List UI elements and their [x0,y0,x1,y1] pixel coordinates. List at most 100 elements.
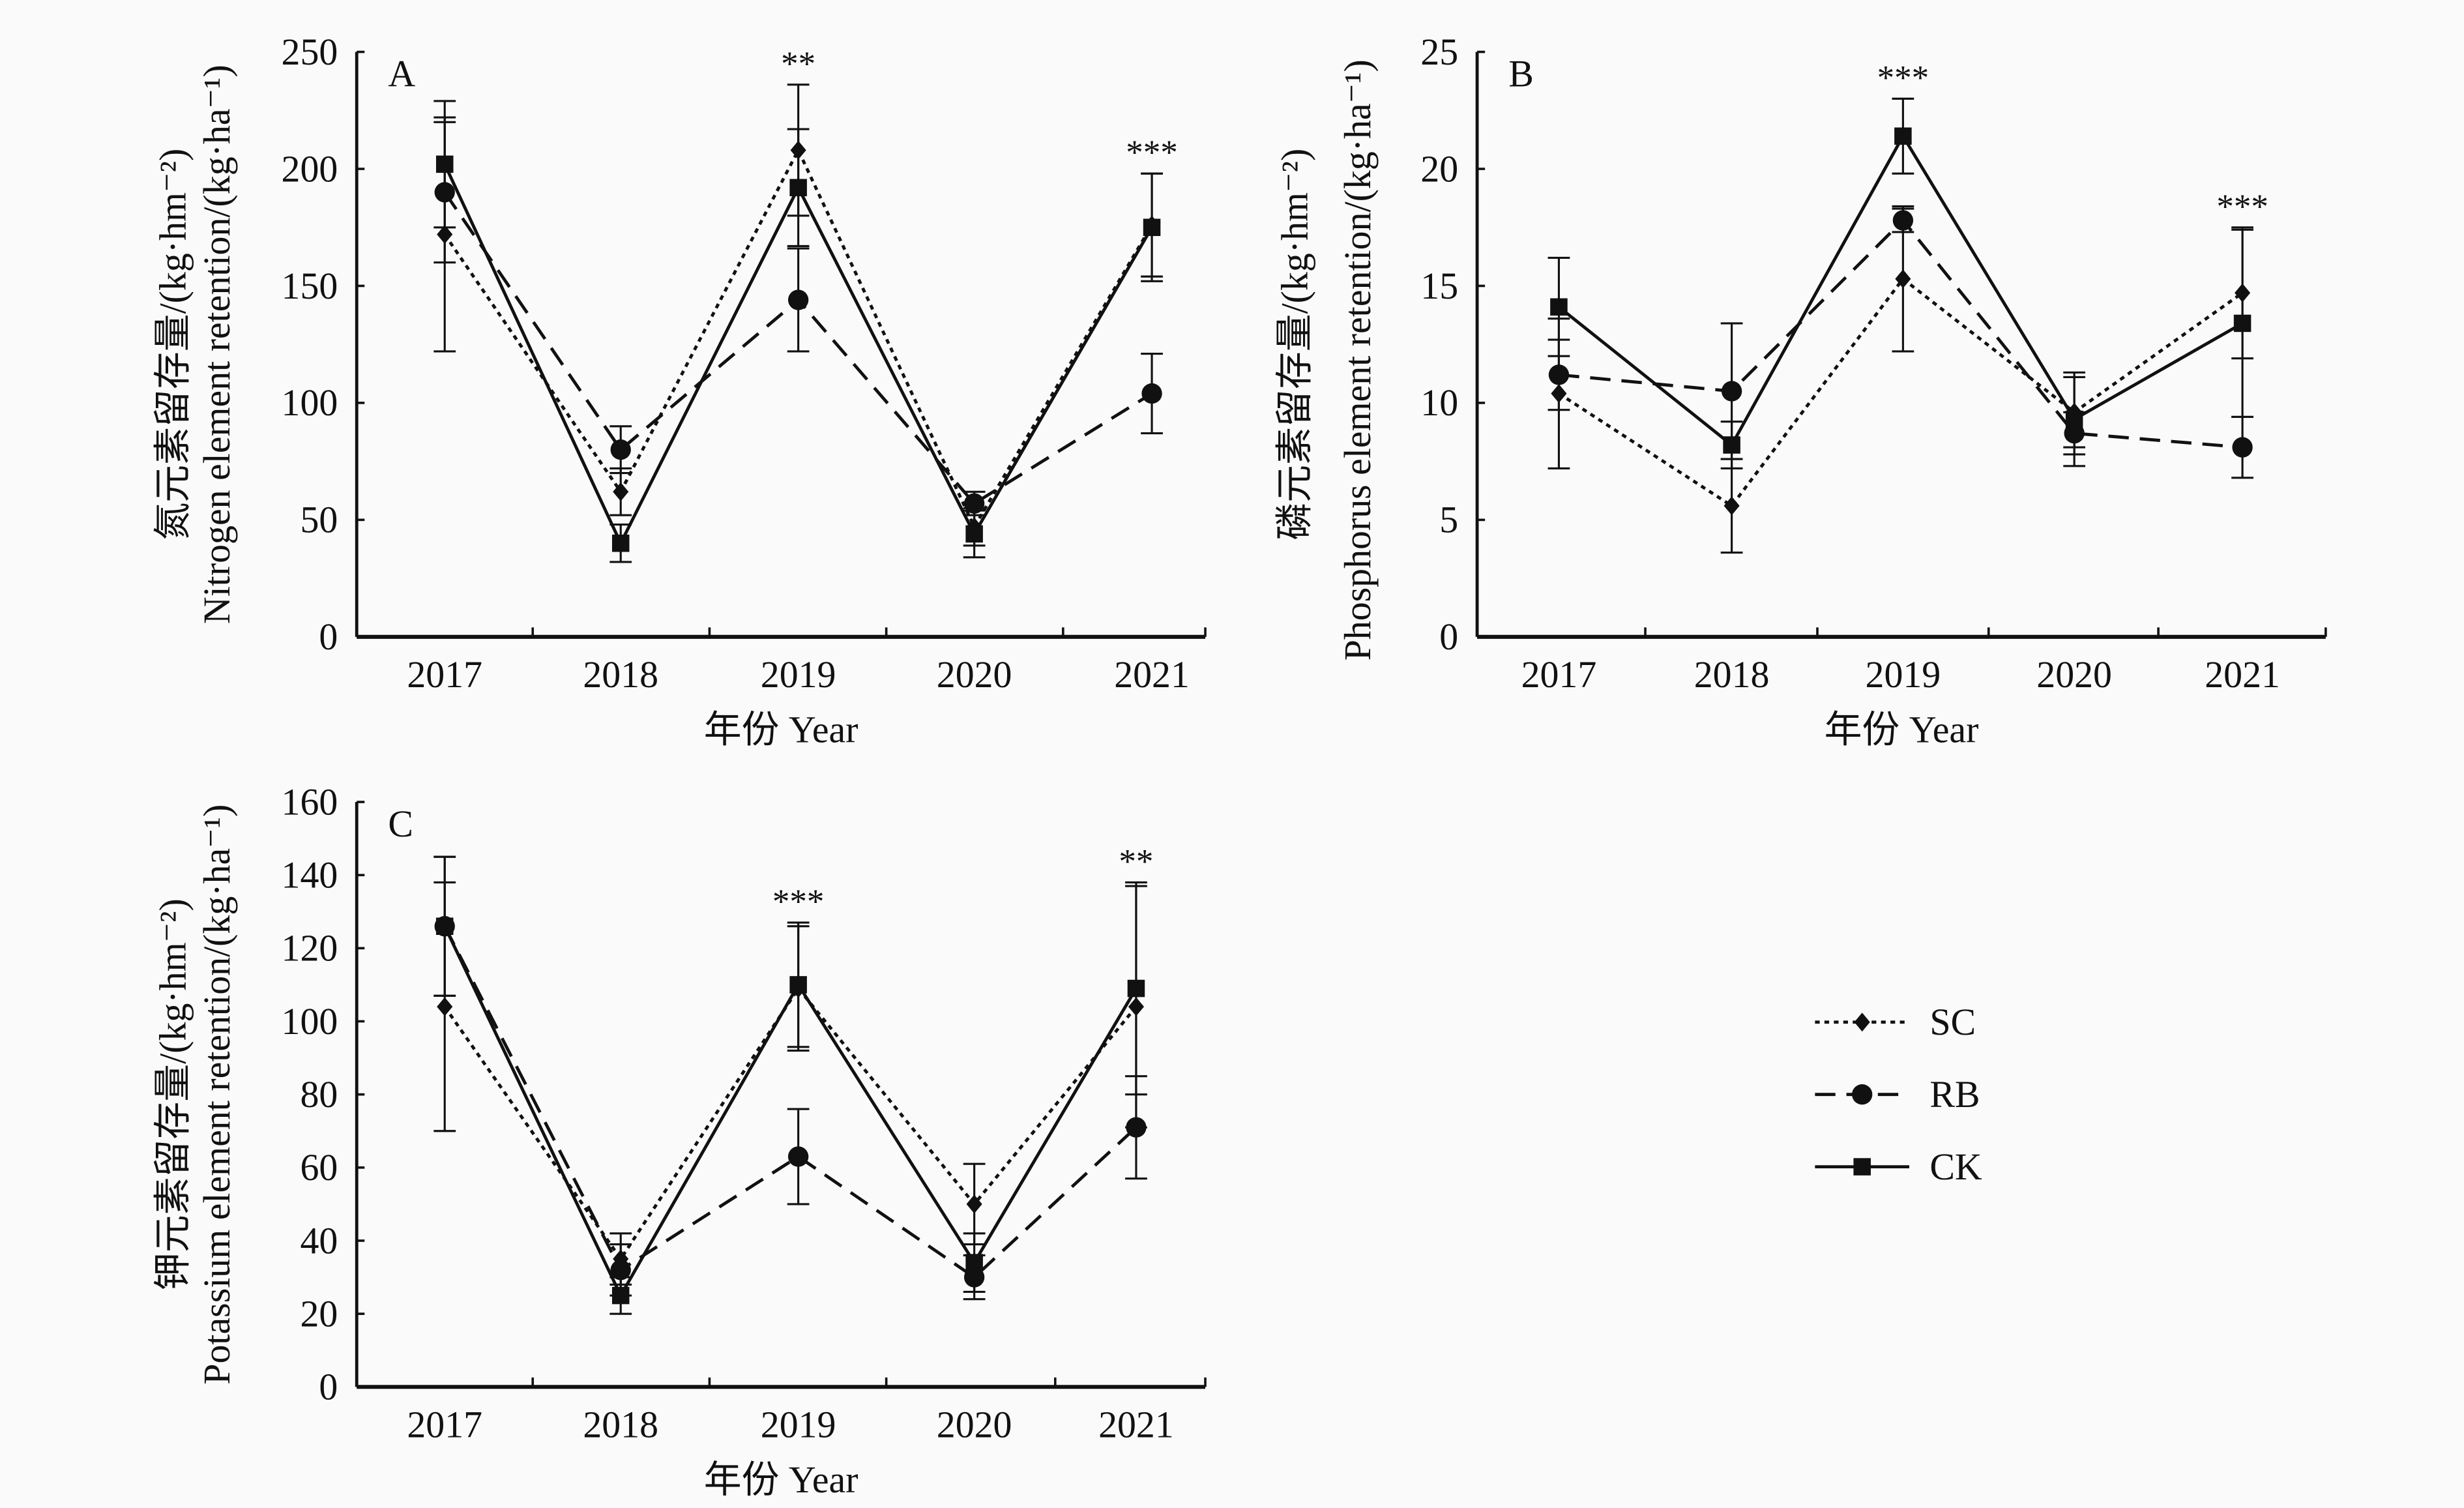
significance-label: ** [1119,843,1153,881]
y-tick-label: 0 [1439,615,1458,658]
y-tick-label: 0 [319,615,338,658]
legend-label: CK [1929,1146,1982,1188]
x-axis-title: 年份 Year [704,1458,858,1501]
diamond-marker-legend [1854,1013,1870,1032]
chart-panel-b: 0 5 10 15 20 25 2017 2018 2019 2020 2021 年份 Year 磷元素… [1274,31,2327,750]
square-marker-ck-2019 [1894,127,1912,145]
circle-marker-rb-2018 [1721,381,1742,402]
y-tick-label: 15 [1420,265,1458,307]
y-tick-label: 100 [282,381,338,424]
x-tick-label: 2017 [407,653,482,696]
circle-marker-rb-2019 [787,289,809,310]
y-tick-label: 20 [1420,147,1458,190]
square-marker-ck-2021 [1127,979,1145,998]
legend-item-sc: SC [1815,1001,1976,1043]
diamond-marker-sc-2017 [437,997,453,1016]
circle-marker-rb-2021 [2232,437,2253,458]
series-rb [1547,207,2253,479]
series-ck [1547,97,2253,469]
y-tick-label: 200 [282,147,338,190]
y-tick-label: 25 [1420,31,1458,73]
y-axis-title-cn: 氮元素留存量/(kg·hm⁻²) [151,149,194,540]
significance-label: *** [772,883,825,921]
x-tick-label: 2020 [937,1403,1012,1445]
series-sc [433,881,1147,1286]
chart-panel-a: 0 50 100 150 200 250 2017 2018 2019 2020 2021 年份 Ye… [151,31,1207,750]
square-marker-ck-2020 [965,1254,983,1271]
y-tick-label: 0 [319,1366,338,1408]
square-marker-ck-2019 [789,976,807,994]
y-axis-title-cn: 钾元素留存量/(kg·hm⁻²) [151,898,194,1290]
y-axis-title-en: Phosphorus element retention/(kg·ha⁻¹) [1336,59,1379,660]
square-marker-ck-2019 [789,179,807,197]
series-line-sc [443,146,1154,531]
circle-marker-rb-2017 [1548,364,1570,385]
y-tick-label: 100 [282,1000,338,1042]
y-tick-label: 40 [300,1219,338,1262]
series-line-sc [443,985,1137,1262]
legend-item-rb: RB [1815,1073,1980,1116]
x-tick-label: 2021 [1098,1403,1174,1445]
square-marker-ck-2017 [435,155,454,173]
square-marker-ck-2017 [1550,298,1568,316]
square-marker-legend [1853,1158,1871,1175]
square-marker-ck-2018 [1723,436,1740,454]
y-tick-label: 50 [300,499,338,541]
x-tick-label: 2019 [761,1403,836,1445]
diamond-marker-sc-2019 [1895,269,1911,289]
y-axis-title-en: Nitrogen element retention/(kg·ha⁻¹) [196,65,238,624]
y-axis-title-cn: 磷元素留存量/(kg·hm⁻²) [1274,149,1316,540]
series-sc [1547,205,2253,554]
square-marker-ck-2020 [2065,410,2083,428]
legend-label: RB [1929,1073,1980,1116]
x-tick-label: 2018 [583,1403,658,1445]
significance-label: *** [2216,188,2268,226]
series-ck [433,100,1163,563]
x-tick-label: 2020 [937,653,1012,696]
series-ck [433,855,1147,1315]
square-marker-ck-2021 [1143,218,1161,237]
square-marker-ck-2018 [611,534,630,552]
y-tick-label: 120 [282,927,338,969]
series-line-rb [443,925,1137,1280]
x-tick-label: 2017 [1521,653,1597,696]
diamond-marker-sc-2018 [1723,496,1740,516]
x-tick-label: 2019 [761,653,836,696]
significance-label: *** [1877,59,1929,97]
circle-marker-rb-2018 [610,439,631,460]
square-marker-ck-2020 [965,525,983,543]
square-marker-ck-2017 [435,917,454,935]
panel-label: C [388,803,413,845]
x-tick-label: 2021 [2205,653,2280,696]
circle-marker-rb-2021 [1126,1117,1147,1138]
legend-item-ck: CK [1815,1146,1982,1188]
circle-marker-rb-2019 [787,1146,809,1167]
y-tick-label: 60 [300,1146,338,1189]
y-tick-label: 10 [1420,381,1458,424]
circle-marker-rb-2020 [963,493,985,514]
significance-label: *** [1126,134,1178,172]
circle-marker-rb-2018 [610,1260,631,1280]
panel-label: A [388,53,415,95]
diamond-marker-sc-2018 [613,482,629,501]
series-line-sc [1558,276,2244,509]
x-tick-label: 2017 [407,1403,482,1445]
series-line-rb [1559,218,2243,449]
x-axis-title: 年份 Year [704,708,858,750]
legend-label: SC [1929,1001,1976,1043]
x-tick-label: 2018 [1694,653,1770,696]
legend: SC RB CK [1815,1001,1982,1188]
chart-panel-c: 0 20 40 60 80 100 120 140 160 2017 2018 2019 2020 202… [151,780,1207,1501]
significance-label: ** [781,45,815,83]
y-tick-label: 160 [282,780,338,823]
y-tick-label: 80 [300,1073,338,1116]
x-axis-title: 年份 Year [1825,708,1979,750]
x-tick-label: 2018 [583,653,658,696]
y-tick-label: 5 [1439,499,1458,541]
panel-label: B [1508,53,1534,95]
y-tick-label: 150 [282,265,338,307]
x-tick-label: 2019 [1866,653,1941,696]
y-tick-label: 20 [300,1292,338,1335]
circle-marker-rb-2021 [1141,383,1162,404]
